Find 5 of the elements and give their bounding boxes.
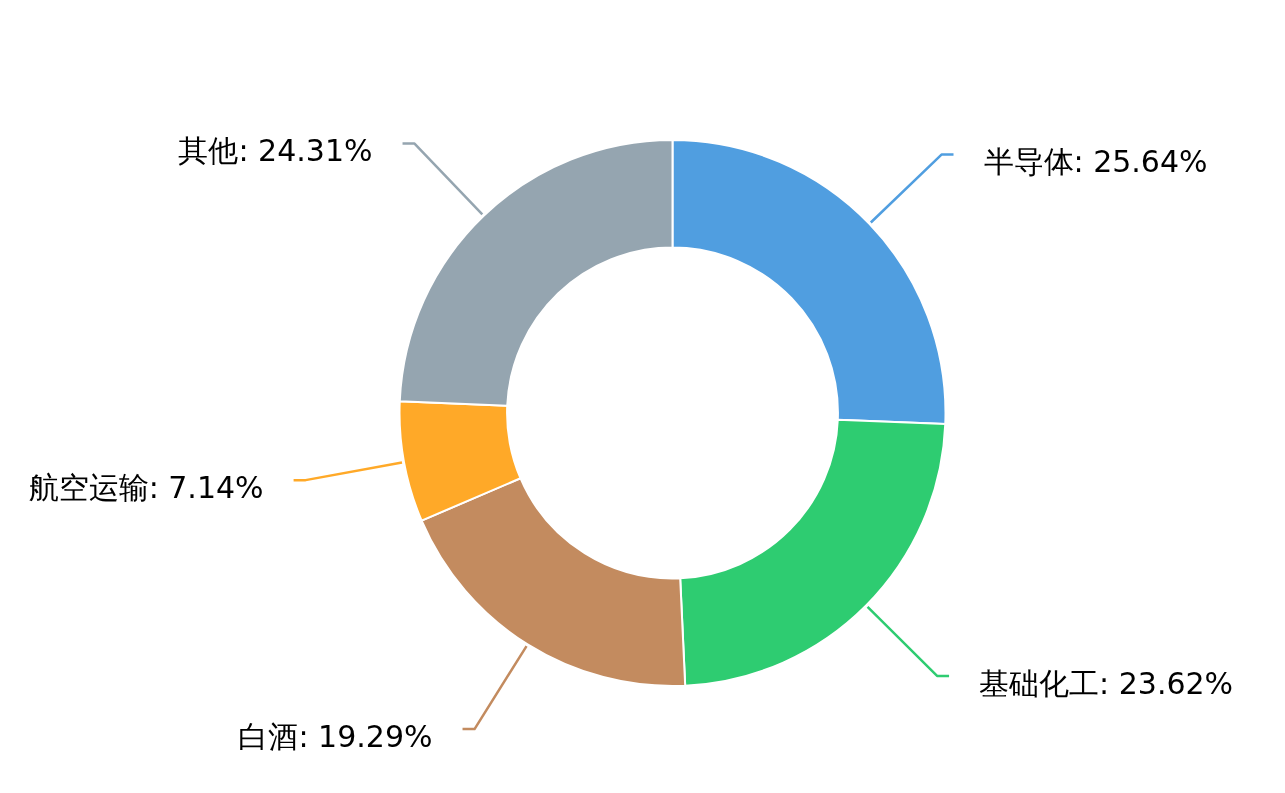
slice-label: 其他: 24.31%	[178, 133, 373, 169]
slice-label: 基础化工: 23.62%	[979, 665, 1234, 701]
slice-label: 白酒: 19.29%	[238, 718, 433, 754]
slice-label: 半导体: 25.64%	[983, 144, 1208, 180]
slice-label: 航空运输: 7.14%	[28, 469, 264, 505]
